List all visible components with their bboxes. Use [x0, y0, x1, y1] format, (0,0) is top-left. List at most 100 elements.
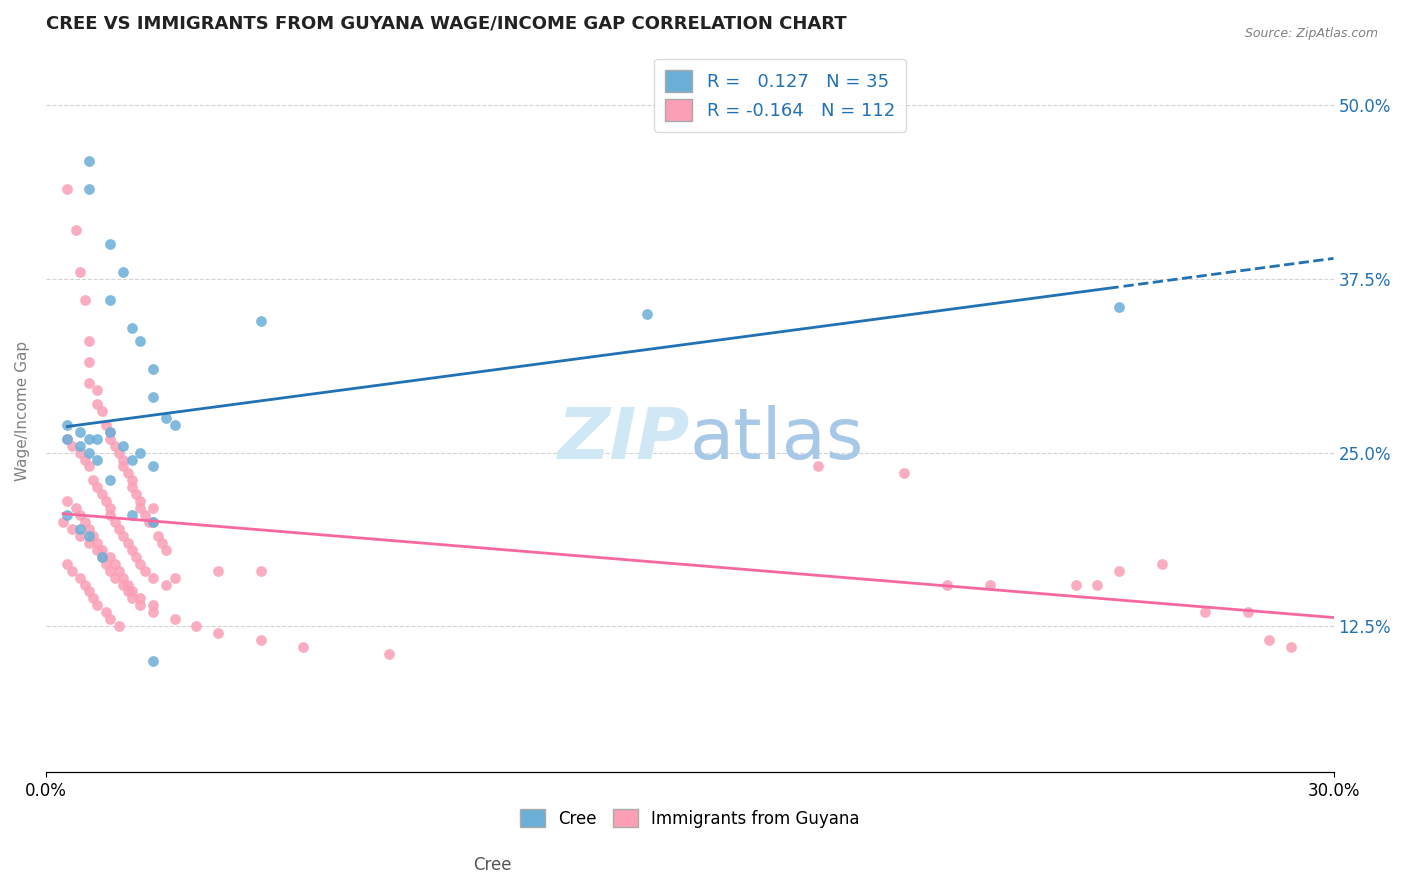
Point: [155, 542, 177, 557]
Point: [112, 577, 135, 591]
Point: [1087, 577, 1109, 591]
Point: [94, 605, 117, 619]
Point: [86, 480, 108, 494]
Point: [112, 439, 135, 453]
Point: [121, 452, 143, 467]
Point: [104, 515, 127, 529]
Point: [77, 182, 100, 196]
Point: [56, 557, 79, 571]
Point: [129, 501, 152, 516]
Point: [77, 536, 100, 550]
Point: [98, 425, 121, 439]
Point: [121, 584, 143, 599]
Point: [77, 529, 100, 543]
Y-axis label: Wage/Income Gap: Wage/Income Gap: [15, 341, 30, 481]
Point: [163, 571, 186, 585]
Point: [112, 529, 135, 543]
Point: [150, 536, 173, 550]
Point: [73, 452, 96, 467]
Point: [163, 417, 186, 432]
Point: [117, 536, 139, 550]
Point: [142, 515, 165, 529]
Point: [292, 640, 315, 654]
Point: [69, 439, 91, 453]
Text: ZIP: ZIP: [558, 405, 690, 475]
Point: [134, 564, 156, 578]
Point: [69, 508, 91, 522]
Text: Source: ZipAtlas.com: Source: ZipAtlas.com: [1244, 27, 1378, 40]
Point: [142, 362, 165, 376]
Point: [98, 564, 121, 578]
Point: [65, 223, 87, 237]
Point: [77, 445, 100, 459]
Point: [936, 577, 959, 591]
Point: [98, 425, 121, 439]
Point: [98, 501, 121, 516]
Point: [249, 633, 271, 648]
Point: [249, 313, 271, 327]
Point: [90, 542, 112, 557]
Point: [60, 522, 83, 536]
Point: [98, 237, 121, 252]
Point: [112, 459, 135, 474]
Text: Cree: Cree: [472, 856, 512, 874]
Point: [86, 599, 108, 613]
Point: [142, 390, 165, 404]
Point: [1279, 640, 1302, 654]
Point: [186, 619, 208, 633]
Legend: Cree, Immigrants from Guyana: Cree, Immigrants from Guyana: [512, 801, 869, 836]
Point: [125, 487, 148, 501]
Point: [77, 459, 100, 474]
Point: [893, 467, 915, 481]
Point: [979, 577, 1001, 591]
Point: [121, 591, 143, 606]
Point: [142, 654, 165, 668]
Point: [142, 599, 165, 613]
Point: [104, 439, 127, 453]
Point: [69, 571, 91, 585]
Point: [142, 501, 165, 516]
Point: [98, 612, 121, 626]
Point: [98, 432, 121, 446]
Point: [129, 591, 152, 606]
Point: [129, 445, 152, 459]
Point: [1236, 605, 1258, 619]
Point: [146, 529, 169, 543]
Point: [112, 571, 135, 585]
Point: [56, 417, 79, 432]
Point: [52, 515, 75, 529]
Point: [73, 577, 96, 591]
Point: [155, 410, 177, 425]
Point: [77, 153, 100, 168]
Point: [90, 487, 112, 501]
Point: [56, 494, 79, 508]
Point: [117, 467, 139, 481]
Point: [77, 355, 100, 369]
Point: [1108, 300, 1130, 314]
Point: [104, 557, 127, 571]
Point: [121, 508, 143, 522]
Point: [73, 515, 96, 529]
Point: [142, 459, 165, 474]
Point: [90, 404, 112, 418]
Point: [94, 417, 117, 432]
Point: [94, 494, 117, 508]
Point: [86, 542, 108, 557]
Point: [69, 529, 91, 543]
Point: [82, 591, 104, 606]
Point: [82, 474, 104, 488]
Point: [77, 376, 100, 391]
Point: [117, 584, 139, 599]
Point: [77, 522, 100, 536]
Point: [134, 508, 156, 522]
Point: [636, 307, 658, 321]
Point: [129, 334, 152, 349]
Point: [73, 293, 96, 307]
Point: [142, 605, 165, 619]
Point: [69, 265, 91, 279]
Point: [56, 182, 79, 196]
Point: [142, 515, 165, 529]
Point: [69, 445, 91, 459]
Point: [207, 564, 229, 578]
Point: [60, 564, 83, 578]
